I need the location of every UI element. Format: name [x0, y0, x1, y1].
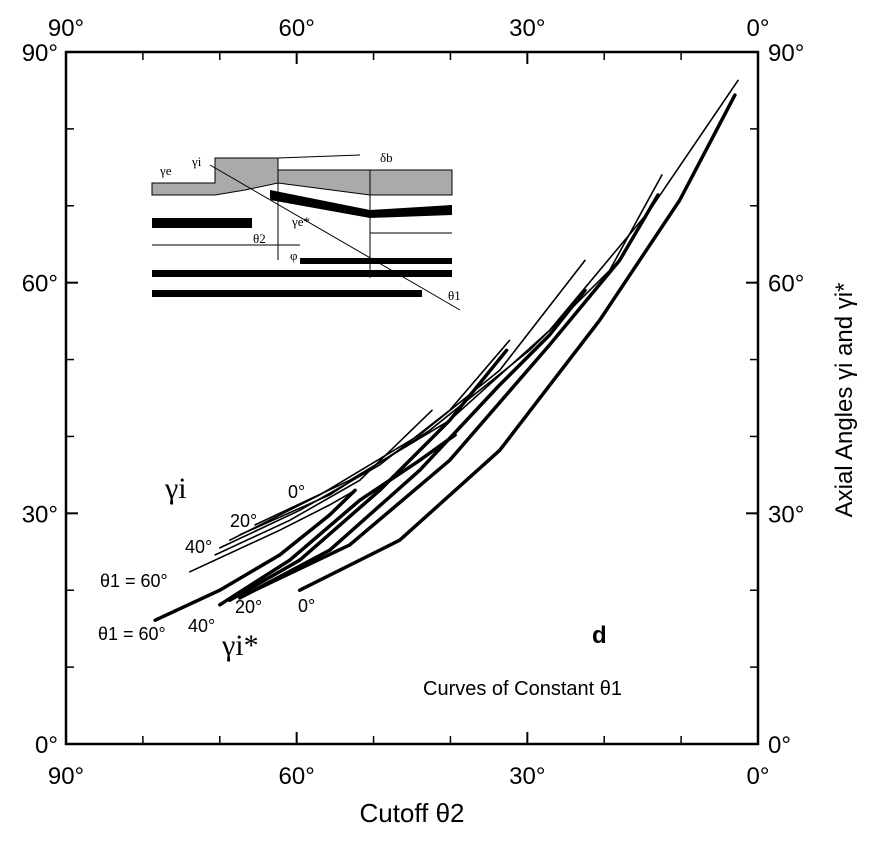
inset-label: δb	[380, 150, 393, 165]
annotation: θ1 = 60°	[98, 624, 166, 644]
inset-label: γe	[159, 163, 172, 178]
y-right-tick-label: 90°	[768, 40, 804, 67]
x-tick-label: 90°	[48, 763, 84, 790]
curve	[219, 339, 511, 549]
x-top-tick-label: 60°	[279, 15, 315, 42]
inset-label: θ2	[253, 231, 266, 246]
y-axis-label: Axial Angles γi and γi*	[831, 283, 858, 518]
curve	[229, 259, 586, 541]
annotation: 40°	[188, 616, 215, 636]
annotation: γi	[164, 472, 187, 505]
curve	[228, 348, 509, 602]
annotation: γi*	[221, 629, 259, 662]
annotation: d	[592, 622, 607, 649]
x-tick-label: 0°	[747, 763, 770, 790]
curve	[254, 79, 739, 526]
annotation: 40°	[185, 537, 212, 557]
x-tick-label: 30°	[509, 763, 545, 790]
x-top-tick-label: 90°	[48, 15, 84, 42]
inset: γe γi δb γe* θ2 φ θ1	[151, 150, 461, 311]
x-tick-label: 60°	[279, 763, 315, 790]
y-tick-label: 60°	[22, 271, 58, 298]
curve	[297, 93, 737, 592]
y-tick-label: 30°	[22, 501, 58, 528]
inset-label: φ	[290, 248, 298, 263]
annotation: 0°	[288, 482, 305, 502]
curve	[153, 488, 357, 622]
annotation: 20°	[230, 511, 257, 531]
curve	[214, 409, 433, 556]
curve	[238, 288, 587, 600]
x-top-tick-label: 30°	[509, 15, 545, 42]
inset-label: θ1	[448, 288, 461, 303]
inset-label: γi	[191, 154, 202, 169]
inset-label: γe*	[291, 214, 310, 229]
annotation: 0°	[298, 596, 315, 616]
y-tick-label: 0°	[35, 732, 58, 759]
annotation: θ1 = 60°	[100, 571, 168, 591]
x-axis-label: Cutoff θ2	[359, 798, 464, 828]
plot-frame	[64, 50, 760, 746]
curve	[218, 433, 457, 607]
y-right-tick-label: 60°	[768, 271, 804, 298]
annotation: 20°	[235, 597, 262, 617]
x-top-tick-label: 0°	[747, 15, 770, 42]
y-right-tick-label: 0°	[768, 732, 791, 759]
y-tick-label: 90°	[22, 40, 58, 67]
y-right-tick-label: 30°	[768, 501, 804, 528]
curve	[243, 193, 660, 597]
curve	[189, 489, 356, 573]
annotation: Curves of Constant θ1	[423, 678, 622, 700]
